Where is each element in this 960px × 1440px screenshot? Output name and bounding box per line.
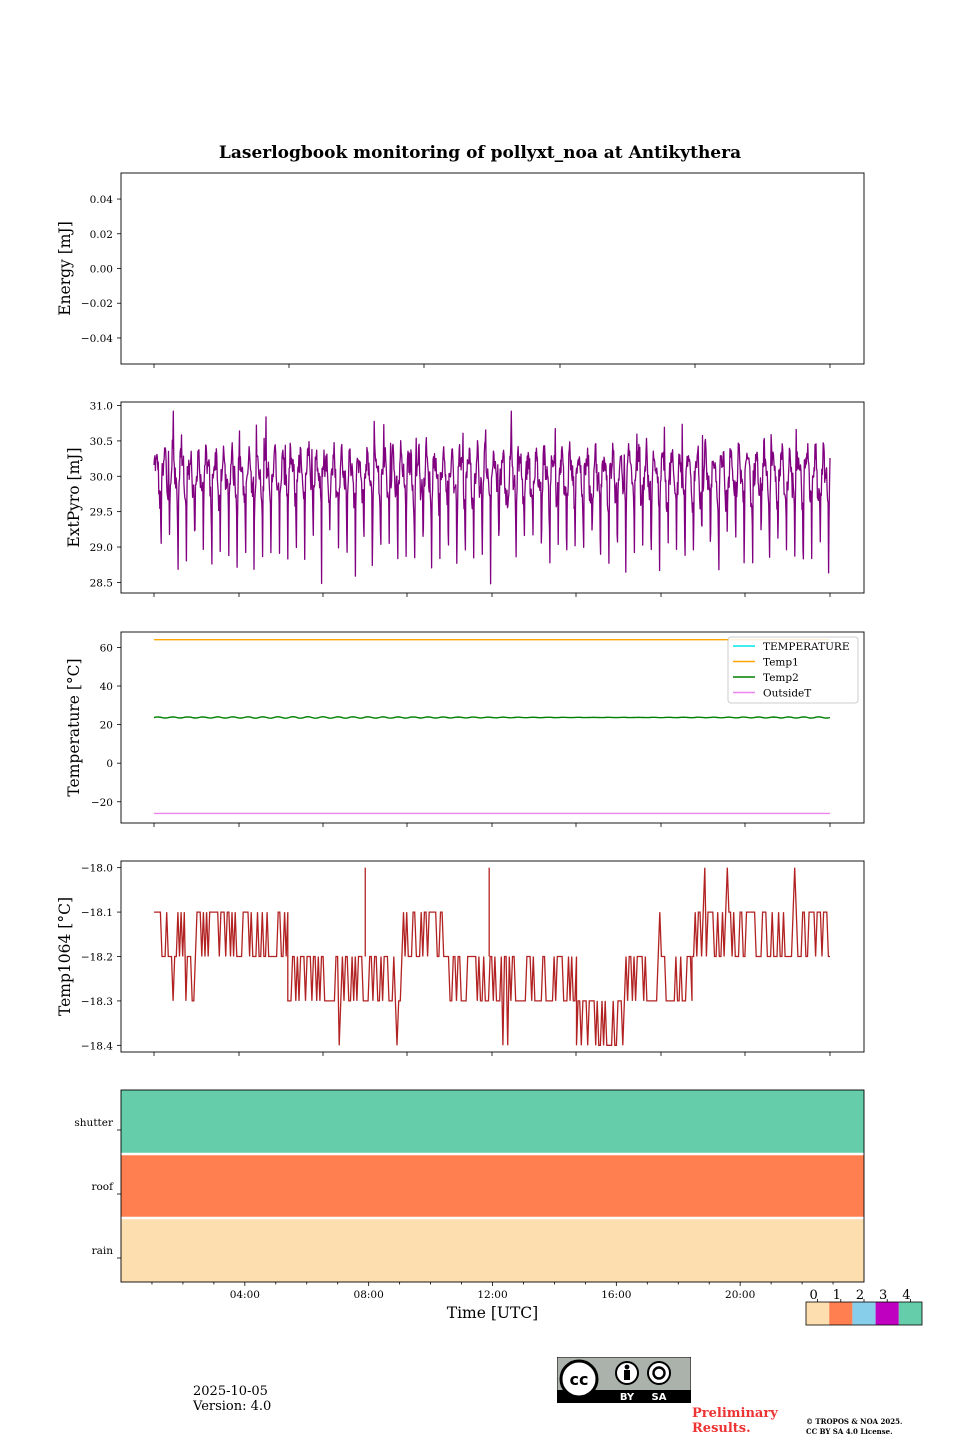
temperature-ytick-label: 40 <box>100 681 113 693</box>
status-xtick-label: 08:00 <box>354 1289 384 1301</box>
status-xtick-label: 04:00 <box>230 1289 260 1301</box>
extpyro-axes-frame <box>120 401 865 594</box>
extpyro-ytick-label: 29.5 <box>90 507 113 519</box>
legend-label-temp2: Temp2 <box>763 672 799 684</box>
colorbar-tick-label: 4 <box>902 1288 910 1303</box>
extpyro-ytick-label: 28.5 <box>90 577 113 589</box>
temp1064-ytick-label: −18.1 <box>81 907 113 919</box>
temperature-ytick-label: 60 <box>100 642 113 654</box>
preliminary-line-2: Results. <box>692 1421 751 1436</box>
status-label-shutter: shutter <box>74 1117 114 1129</box>
colorbar-cell-1 <box>829 1302 853 1325</box>
temp1064-series-line <box>154 867 830 1046</box>
temp1064-ytick-label: −18.2 <box>81 952 113 964</box>
temperature-ytick-label: −20 <box>91 797 113 809</box>
colorbar-cell-0 <box>806 1302 830 1325</box>
extpyro-ytick-label: 31.0 <box>90 401 113 413</box>
cc-by-sa-badge: cc BY SA <box>557 1357 691 1403</box>
energy-ytick-label: −0.04 <box>81 333 113 345</box>
cc-sa-label: SA <box>652 1392 667 1403</box>
status-row-shutter <box>121 1090 864 1154</box>
cc-icon <box>559 1359 599 1399</box>
legend-label-temp1: Temp1 <box>763 657 799 669</box>
extpyro-ylabel: ExtPyro [mJ] <box>65 447 83 547</box>
colorbar-frame <box>805 1301 923 1326</box>
legend-box <box>727 636 859 704</box>
temperature-ylabel: Temperature [°C] <box>65 658 83 796</box>
copyright-line-1: © TROPOS & NOA 2025. <box>806 1417 903 1426</box>
footer-version: Version: 4.0 <box>193 1399 272 1414</box>
temperature-ytick-label: 20 <box>100 720 113 732</box>
colorbar-cell-2 <box>852 1302 876 1325</box>
extpyro-ytick-label: 29.0 <box>90 542 113 554</box>
temperature-panel: −20 0 20 40 60 Temperature [°C] TEMPERATURE Tem… <box>65 631 865 827</box>
footer-date: 2025-10-05 <box>193 1384 268 1399</box>
temperature-legend: TEMPERATURE Temp1 Temp2 OutsideT <box>727 636 859 704</box>
energy-axes-frame <box>120 172 865 365</box>
colorbar-tick-label: 0 <box>809 1288 817 1303</box>
status-row-rain <box>121 1218 864 1282</box>
temp1064-ytick-label: −18.3 <box>81 996 113 1008</box>
temp1064-ytick-label: −18.4 <box>81 1040 113 1052</box>
extpyro-ytick-label: 30.0 <box>90 471 113 483</box>
temp1064-ytick-label: −18.0 <box>81 863 113 875</box>
extpyro-ytick-label: 30.5 <box>90 436 113 448</box>
temp1064-panel: −18.4 −18.3 −18.2 −18.1 −18.0 Temp1064 [°C] <box>56 860 865 1056</box>
extpyro-panel: 28.5 29.0 29.5 30.0 30.5 31.0 ExtPyro [mJ] <box>65 401 865 597</box>
cc-by-label: BY <box>620 1392 635 1403</box>
status-label-roof: roof <box>91 1181 114 1193</box>
status-xtick-label: 20:00 <box>725 1289 755 1301</box>
extpyro-plot-area <box>153 410 831 585</box>
copyright-line-2: CC BY SA 4.0 License. <box>806 1427 893 1436</box>
colorbar-tick-label: 2 <box>856 1288 864 1303</box>
energy-ytick-label: 0.00 <box>90 264 113 276</box>
colorbar-cell-4 <box>898 1302 922 1325</box>
status-xtick-label: 12:00 <box>477 1289 507 1301</box>
colorbar-tick-label: 3 <box>879 1288 887 1303</box>
copyright-note: © TROPOS & NOA 2025. CC BY SA 4.0 Licens… <box>806 1417 902 1437</box>
status-row-roof <box>121 1154 864 1218</box>
legend-label-outsidet: OutsideT <box>763 688 811 700</box>
status-label-rain: rain <box>92 1245 114 1257</box>
x-axis-label: Time [UTC] <box>447 1304 538 1322</box>
svg-text:cc: cc <box>570 1370 589 1389</box>
status-xtick-label: 16:00 <box>601 1289 631 1301</box>
share-alike-icon <box>647 1361 671 1385</box>
legend-label-temperature: TEMPERATURE <box>763 641 850 653</box>
energy-ylabel: Energy [mJ] <box>56 221 74 316</box>
preliminary-line-1: Preliminary <box>692 1406 778 1421</box>
extpyro-series-line <box>153 410 831 585</box>
footer-date-version: 2025-10-05 Version: 4.0 <box>193 1384 271 1414</box>
status-panel: shutter roof rain 04:00 08:00 12:00 16:00 20:00… <box>74 1089 865 1322</box>
energy-panel: −0.04 −0.02 0.00 0.02 0.04 Energy [mJ] <box>56 172 865 368</box>
temp1064-plot-area <box>154 867 830 1046</box>
energy-ytick-label: −0.02 <box>81 298 113 310</box>
temperature-plot-area <box>153 639 831 815</box>
temp1064-ylabel: Temp1064 [°C] <box>56 897 74 1016</box>
preliminary-note: Preliminary Results. <box>692 1406 778 1436</box>
temperature-axes-frame <box>120 631 865 824</box>
colorbar-tick-label: 1 <box>833 1288 841 1303</box>
energy-ytick-label: 0.04 <box>90 194 114 206</box>
figure-title: Laserlogbook monitoring of pollyxt_noa a… <box>219 143 741 163</box>
temp1064-axes-frame <box>120 860 865 1053</box>
colorbar-cell-3 <box>875 1302 899 1325</box>
temperature-ytick-label: 0 <box>106 758 113 770</box>
temperature-series-temp2 <box>153 715 831 719</box>
energy-ytick-label: 0.02 <box>90 229 113 241</box>
